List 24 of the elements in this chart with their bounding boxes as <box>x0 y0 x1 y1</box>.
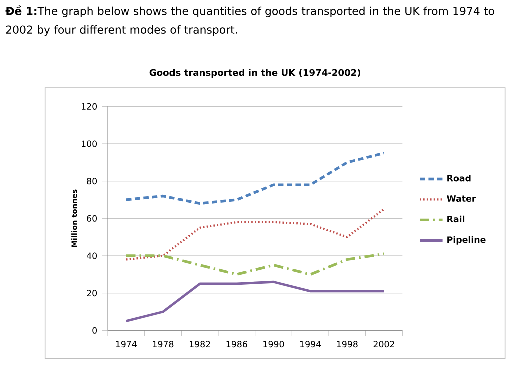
y-tick-label: 120 <box>82 103 98 110</box>
legend-label: Water <box>447 196 476 202</box>
x-tick-label: 1998 <box>337 341 358 348</box>
x-tick-label: 1974 <box>116 341 137 348</box>
x-tick-label: 1978 <box>153 341 174 348</box>
line-series <box>125 208 386 261</box>
line-series <box>125 152 386 206</box>
line-series <box>125 252 386 276</box>
text: Đề 1:The graph below shows the quantities of goods transported in the UK from 1974 to 2002 by four different modes of transport. <box>6 6 494 36</box>
y-tick-label: 40 <box>86 252 98 260</box>
x-tick-label: 1990 <box>264 341 284 348</box>
x-tick-label: 2002 <box>374 341 394 348</box>
legend-label: Road <box>448 174 471 182</box>
y-tick-label: 60 <box>87 215 98 222</box>
legend-label: Rail <box>448 216 465 223</box>
y-tick-label: 80 <box>87 178 98 185</box>
y-tick-label: 20 <box>87 290 98 297</box>
x-tick-label: 1982 <box>190 341 210 348</box>
legend-label: Pipeline <box>448 236 486 245</box>
x-tick-label: 1994 <box>300 341 322 348</box>
x-tick-label: 1986 <box>226 341 248 348</box>
chart-title: Goods transported in the UK (1974-2002) <box>150 69 361 78</box>
y-tick-label: 0 <box>92 327 98 334</box>
y-tick-label: 100 <box>82 140 98 148</box>
